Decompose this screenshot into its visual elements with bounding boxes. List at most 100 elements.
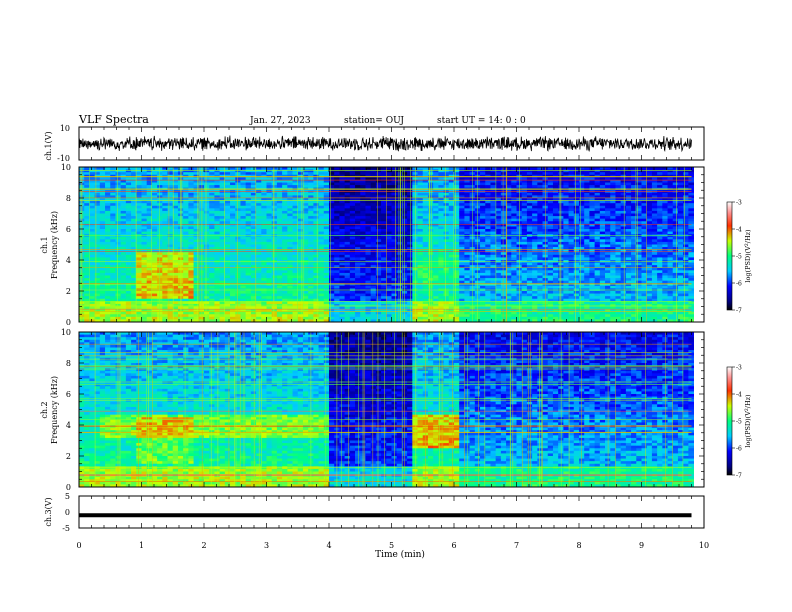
spectrogram-cell bbox=[120, 195, 127, 199]
spectrogram-cell bbox=[183, 229, 189, 232]
spectrogram-cell bbox=[84, 270, 90, 274]
spectrogram-cell bbox=[448, 293, 455, 297]
spectrogram-cell bbox=[120, 283, 127, 287]
spectrogram-cell bbox=[245, 252, 252, 256]
spectrogram-cell bbox=[339, 210, 346, 214]
spectrogram-cell bbox=[360, 252, 366, 256]
spectrogram-cell bbox=[297, 244, 304, 248]
spectrogram-cell bbox=[370, 262, 377, 266]
spectrogram-cell bbox=[302, 210, 309, 214]
spectrogram-cell bbox=[500, 285, 507, 289]
spectrogram-cell bbox=[136, 182, 142, 186]
spectrogram-cell bbox=[282, 213, 288, 217]
spectrogram-cell bbox=[167, 262, 174, 266]
spectrogram-cell bbox=[297, 247, 304, 251]
spectrogram-cell bbox=[401, 301, 408, 305]
spectrogram-cell bbox=[250, 247, 257, 251]
spectrogram-cell bbox=[193, 272, 200, 276]
spectrogram-cell bbox=[105, 249, 111, 253]
spectrogram-cell bbox=[99, 192, 106, 196]
spectrogram-cell bbox=[141, 205, 148, 209]
spectrogram-cell bbox=[177, 252, 184, 256]
spectrogram-cell bbox=[417, 229, 424, 232]
spectrogram-cell bbox=[151, 192, 158, 196]
spectrogram-cell bbox=[339, 280, 346, 284]
spectrogram-cell bbox=[214, 179, 221, 183]
spectrogram-cell bbox=[375, 218, 382, 222]
spectrogram-cell bbox=[250, 293, 257, 297]
spectrogram-cell bbox=[125, 275, 132, 279]
spectrogram-cell bbox=[261, 179, 267, 183]
spectrogram-cell bbox=[120, 198, 127, 201]
spectrogram-cell bbox=[282, 185, 288, 189]
spectrogram-cell bbox=[464, 309, 471, 313]
spectrogram-cell bbox=[412, 301, 418, 305]
spectrogram-cell bbox=[84, 309, 90, 313]
spectrogram-cell bbox=[250, 303, 257, 307]
spectrogram-cell bbox=[115, 272, 122, 276]
spectrogram-cell bbox=[401, 218, 408, 222]
spectrogram-cell bbox=[125, 208, 132, 212]
spectrogram-cell bbox=[308, 298, 314, 302]
spectrogram-cell bbox=[355, 213, 361, 217]
spectrogram-cell bbox=[276, 210, 283, 214]
spectrogram-cell bbox=[417, 270, 424, 274]
spectrogram-cell bbox=[302, 319, 309, 323]
spectrogram-cell bbox=[245, 231, 252, 235]
spectrogram-cell bbox=[131, 285, 137, 289]
spectrogram-cell bbox=[407, 316, 413, 320]
spectrogram-cell bbox=[495, 247, 502, 251]
spectrogram-cell bbox=[235, 192, 241, 196]
spectrogram-cell bbox=[401, 298, 408, 302]
spectrogram-cell bbox=[297, 182, 304, 186]
spectrogram-cell bbox=[224, 203, 231, 207]
spectrogram-cell bbox=[344, 226, 351, 230]
spectrogram-cell bbox=[188, 213, 194, 217]
spectrogram-cell bbox=[120, 223, 127, 227]
spectrogram-cell bbox=[245, 319, 252, 323]
spectrogram-cell bbox=[141, 216, 148, 220]
spectrogram-cell bbox=[99, 272, 106, 276]
spectrogram-cell bbox=[511, 167, 517, 170]
spectrogram-cell bbox=[454, 223, 460, 227]
spectrogram-cell bbox=[292, 177, 299, 181]
spectrogram-cell bbox=[240, 257, 247, 261]
spectrogram-cell bbox=[323, 270, 330, 274]
spectrogram-cell bbox=[302, 249, 309, 253]
spectrogram-cell bbox=[245, 257, 252, 261]
spectrogram-cell bbox=[391, 213, 398, 217]
spectrogram-cell bbox=[459, 210, 465, 214]
spectrogram-cell bbox=[245, 254, 252, 258]
spectrogram-cell bbox=[230, 296, 236, 300]
spectrogram-cell bbox=[370, 192, 377, 196]
spectrogram-cell bbox=[256, 309, 262, 313]
spectrogram-cell bbox=[120, 296, 127, 300]
spectrogram-cell bbox=[287, 270, 293, 274]
spectrogram-cell bbox=[302, 177, 309, 181]
spectrogram-cell bbox=[151, 303, 158, 307]
spectrogram-cell bbox=[448, 278, 455, 282]
spectrogram-cell bbox=[271, 179, 278, 183]
spectrogram-cell bbox=[193, 303, 200, 307]
spectrogram-cell bbox=[495, 185, 502, 189]
spectrogram-cell bbox=[500, 309, 507, 313]
spectrogram-cell bbox=[250, 262, 257, 266]
spectrogram-cell bbox=[94, 247, 101, 251]
spectrogram-cell bbox=[344, 208, 351, 212]
spectrogram-cell bbox=[193, 278, 200, 282]
spectrogram-cell bbox=[125, 249, 132, 253]
spectrogram-cell bbox=[84, 252, 90, 256]
spectrogram-cell bbox=[177, 231, 184, 235]
spectrogram-cell bbox=[344, 198, 351, 201]
spectrogram-cell bbox=[110, 216, 116, 220]
spectrogram-cell bbox=[120, 179, 127, 183]
spectrogram-cell bbox=[396, 293, 403, 297]
spectrogram-cell bbox=[438, 303, 444, 307]
spectrogram-cell bbox=[427, 303, 434, 307]
spectrogram-cell bbox=[282, 249, 288, 253]
spectrogram-cell bbox=[256, 213, 262, 217]
spectrogram-cell bbox=[240, 267, 247, 271]
spectrogram-cell bbox=[110, 195, 116, 199]
spectrogram-cell bbox=[146, 208, 153, 212]
spectrogram-cell bbox=[506, 167, 512, 170]
